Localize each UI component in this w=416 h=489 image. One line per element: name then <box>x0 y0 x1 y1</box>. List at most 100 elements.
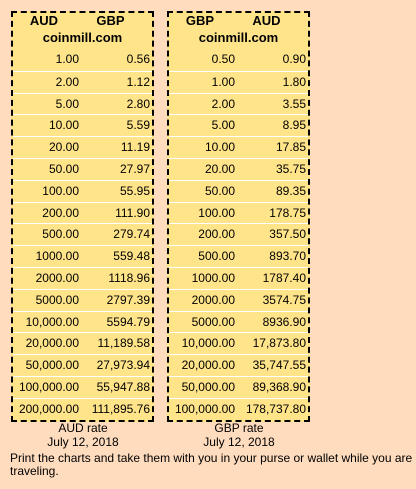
table-row: 2.00 1.12 <box>13 70 152 93</box>
site-name: coinmill.com <box>42 30 123 45</box>
converted-amount: 1787.40 <box>262 270 306 285</box>
caption-date: July 12, 2018 <box>203 435 275 449</box>
source-amount: 1000.00 <box>191 270 235 285</box>
site-name: coinmill.com <box>198 30 279 45</box>
table-row: 10.00 5.59 <box>13 114 152 136</box>
source-amount: 5.00 <box>211 118 235 133</box>
table-row: 1000.00 1787.40 <box>169 266 308 289</box>
source-amount: 500.00 <box>42 227 79 242</box>
converted-amount: 178,737.80 <box>245 401 306 416</box>
source-amount: 5000.00 <box>35 292 79 307</box>
table-row: 5000.00 2797.39 <box>13 288 152 311</box>
table-row: 500.00 279.74 <box>13 223 152 245</box>
converted-amount: 8.95 <box>282 118 306 133</box>
table-row: 1.00 0.56 <box>13 49 152 71</box>
footer-note: Print the charts and take them with you … <box>10 451 413 478</box>
converted-amount: 357.50 <box>269 227 306 242</box>
chart-header: AUD GBP <box>13 13 152 29</box>
table-row: 100.00 55.95 <box>13 179 152 202</box>
converted-amount: 111,895.76 <box>91 401 150 416</box>
converted-amount: 17.85 <box>275 140 306 155</box>
source-amount: 20,000.00 <box>25 336 79 351</box>
source-amount: 20.00 <box>48 140 79 155</box>
source-amount: 1000.00 <box>35 249 79 264</box>
source-amount: 0.50 <box>211 52 235 66</box>
table-row: 10.00 17.85 <box>169 136 308 158</box>
column-header-aud: AUD <box>29 13 59 28</box>
table-row: 5000.00 8936.90 <box>169 310 308 333</box>
source-amount: 100,000.00 <box>18 379 79 394</box>
source-amount: 10,000.00 <box>181 336 235 351</box>
source-amount: 100.00 <box>198 205 235 220</box>
converted-amount: 111.90 <box>115 205 150 220</box>
column-header-gbp: GBP <box>185 13 215 28</box>
table-row: 500.00 893.70 <box>169 245 308 267</box>
converted-amount: 1118.96 <box>108 270 150 285</box>
converted-amount: 0.56 <box>126 52 150 66</box>
source-amount: 5.00 <box>55 96 79 111</box>
source-amount: 200.00 <box>42 205 79 220</box>
converted-amount: 2797.39 <box>106 292 150 307</box>
source-amount: 200,000.00 <box>18 401 79 416</box>
table-row: 10,000.00 17,873.80 <box>169 332 308 354</box>
gbp-to-aud-chart: GBP AUD coinmill.com 0.50 0.90 1.00 1.80 2.0… <box>167 11 310 422</box>
converted-amount: 89.35 <box>275 183 306 198</box>
conversion-rows: 1.00 0.56 2.00 1.12 5.00 2.80 10.00 5.59 20.00 11… <box>13 49 152 420</box>
converted-amount: 55.95 <box>119 183 150 198</box>
table-row: 50.00 27.97 <box>13 157 152 180</box>
source-amount: 200.00 <box>198 227 235 242</box>
table-row: 20,000.00 11,189.58 <box>13 332 152 354</box>
converted-amount: 279.74 <box>113 227 150 242</box>
source-amount: 2000.00 <box>35 270 79 285</box>
converted-amount: 3574.75 <box>262 292 306 307</box>
converted-amount: 27,973.94 <box>96 358 150 373</box>
table-row: 200,000.00 111,895.76 <box>13 397 152 420</box>
aud-rate-caption: AUD rate July 12, 2018 <box>8 421 158 449</box>
source-amount: 5000.00 <box>191 314 235 329</box>
converted-amount: 55,947.88 <box>96 379 150 394</box>
column-header-aud: AUD <box>252 13 281 28</box>
converted-amount: 8936.90 <box>262 314 306 329</box>
table-row: 5.00 8.95 <box>169 114 308 136</box>
source-amount: 2.00 <box>211 96 235 111</box>
converted-amount: 893.70 <box>269 249 306 264</box>
converted-amount: 559.48 <box>113 249 150 264</box>
source-amount: 1.00 <box>211 74 235 89</box>
gbp-rate-caption: GBP rate July 12, 2018 <box>164 421 314 449</box>
caption-title: AUD rate <box>58 421 108 435</box>
converted-amount: 1.80 <box>282 74 306 89</box>
table-row: 20.00 35.75 <box>169 157 308 180</box>
table-row: 1000.00 559.48 <box>13 245 152 267</box>
converted-amount: 5594.79 <box>106 314 150 329</box>
source-amount: 50,000.00 <box>25 358 79 373</box>
aud-to-gbp-chart: AUD GBP coinmill.com 1.00 0.56 2.00 1.12 5.0… <box>11 11 154 422</box>
caption-date: July 12, 2018 <box>47 435 119 449</box>
table-row: 100.00 178.75 <box>169 201 308 224</box>
converted-amount: 0.90 <box>282 52 306 66</box>
table-row: 20,000.00 35,747.55 <box>169 354 308 376</box>
chart-header: GBP AUD <box>169 13 308 29</box>
table-row: 20.00 11.19 <box>13 136 152 158</box>
source-amount: 50.00 <box>48 161 79 176</box>
table-row: 2.00 3.55 <box>169 92 308 115</box>
table-row: 0.50 0.90 <box>169 49 308 71</box>
source-amount: 20,000.00 <box>181 358 235 373</box>
source-amount: 10,000.00 <box>25 314 79 329</box>
converted-amount: 11.19 <box>120 140 150 155</box>
converted-amount: 27.97 <box>119 161 150 176</box>
converted-amount: 5.59 <box>126 118 150 133</box>
table-row: 2000.00 3574.75 <box>169 288 308 311</box>
source-amount: 2.00 <box>55 74 79 89</box>
table-row: 1.00 1.80 <box>169 70 308 93</box>
source-amount: 10.00 <box>204 140 235 155</box>
converted-amount: 17,873.80 <box>252 336 306 351</box>
source-amount: 100,000.00 <box>174 401 235 416</box>
conversion-rows: 0.50 0.90 1.00 1.80 2.00 3.55 5.00 8.95 10.00 17.… <box>169 49 308 420</box>
table-row: 2000.00 1118.96 <box>13 266 152 289</box>
table-row: 50,000.00 27,973.94 <box>13 354 152 376</box>
source-amount: 500.00 <box>198 249 235 264</box>
converted-amount: 35,747.55 <box>252 358 306 373</box>
source-amount: 100.00 <box>42 183 79 198</box>
caption-title: GBP rate <box>214 421 264 435</box>
converted-amount: 3.55 <box>282 96 306 111</box>
